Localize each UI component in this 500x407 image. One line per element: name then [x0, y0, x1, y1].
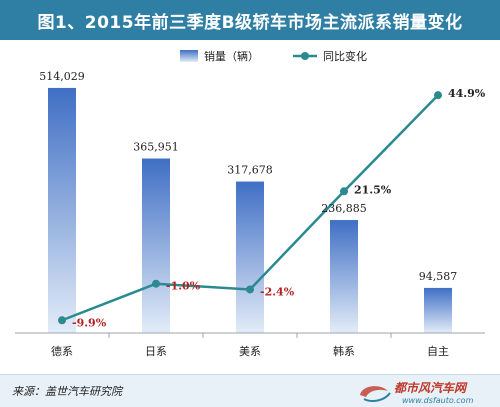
watermark-name: 都市风汽车网 [394, 381, 468, 395]
legend-line-label: 同比变化 [323, 49, 367, 63]
bar-3 [330, 220, 358, 333]
category-label-2: 美系 [239, 345, 261, 358]
line-point-1 [152, 279, 160, 288]
bar-value-label-3: 236,885 [321, 202, 367, 215]
source-note: 来源：盖世汽车研究院 [12, 385, 122, 398]
legend: 销量（辆） 同比变化 [180, 49, 367, 63]
chart-area: 514,029 德系 365,951 日系 317,678 美系 236,885 韩系 94,5… [0, 40, 500, 374]
pct-label-3: 21.5% [354, 183, 392, 196]
bar-1 [142, 158, 170, 333]
legend-bar-label: 销量（辆） [204, 49, 259, 63]
line-point-3 [340, 187, 348, 196]
bar-value-label-0: 514,029 [39, 70, 85, 83]
category-label-0: 德系 [51, 344, 73, 358]
legend-line-marker [301, 52, 309, 60]
bar-2 [236, 181, 264, 333]
category-label-4: 自主 [427, 345, 449, 358]
category-label-3: 韩系 [333, 344, 355, 358]
legend-bar-swatch [180, 50, 198, 62]
line-point-4 [434, 91, 442, 100]
line-point-0 [58, 316, 66, 325]
pct-label-4: 44.9% [448, 87, 486, 100]
bar-0 [48, 87, 76, 333]
pct-label-0: -9.9% [72, 316, 107, 329]
watermark-logo: 都市风汽车网 www.dsfauto.com [360, 381, 474, 405]
combo-chart: 514,029 德系 365,951 日系 317,678 美系 236,885 韩系 94,5… [15, 49, 486, 358]
footer-bar: 来源：盖世汽车研究院 都市风汽车网 www.dsfauto.com [0, 374, 500, 407]
pct-label-2: -2.4% [260, 285, 295, 298]
bar-value-label-4: 94,587 [419, 270, 458, 283]
chart-title: 图1、2015年前三季度B级轿车市场主流派系销量变化 [37, 12, 463, 33]
pct-label-1: -1.0% [166, 280, 201, 293]
bar-4 [424, 287, 452, 333]
line-point-2 [246, 285, 254, 294]
watermark-url: www.dsfauto.com [402, 396, 474, 405]
bar-value-label-2: 317,678 [227, 164, 273, 177]
category-label-1: 日系 [145, 345, 167, 358]
header-bar: 图1、2015年前三季度B级轿车市场主流派系销量变化 [0, 0, 500, 40]
bar-value-label-1: 365,951 [133, 141, 179, 154]
